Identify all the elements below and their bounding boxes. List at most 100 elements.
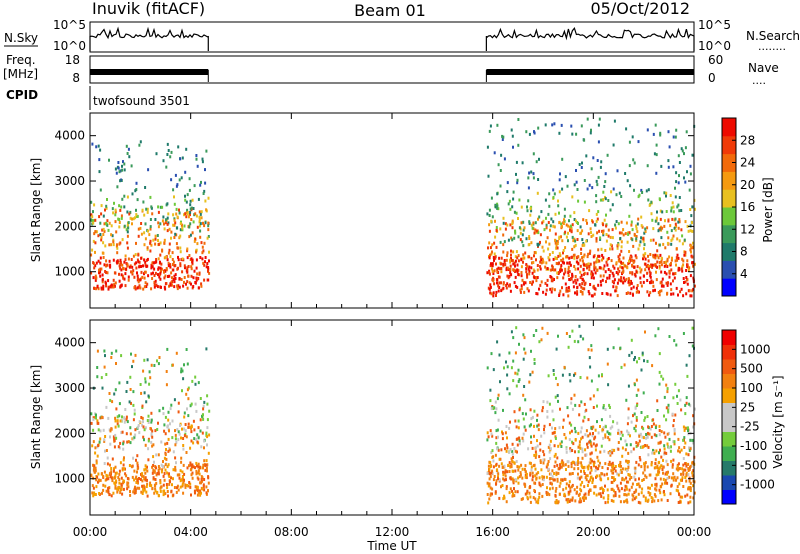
- power-cell-289: [198, 224, 201, 228]
- power-cell-736: [663, 270, 666, 274]
- power-cell-1143: [511, 134, 514, 138]
- power-cell-1933: [519, 238, 522, 242]
- velocity-cell-259: [129, 388, 132, 391]
- power-cell-1542: [502, 135, 505, 139]
- velocity-cell-1920: [510, 457, 513, 461]
- velocity-cell-1668: [509, 448, 512, 452]
- velocity-cell-837: [579, 483, 582, 487]
- velocity-cell-1468: [599, 461, 601, 465]
- velocity-cell-745: [689, 495, 692, 499]
- velocity-cell-1860: [517, 419, 520, 423]
- power-cell-1937: [522, 244, 525, 248]
- velocity-cell-447: [190, 425, 193, 429]
- velocity-cell-1551: [638, 484, 641, 488]
- velocity-cell-1631: [549, 447, 552, 451]
- power-cell-413: [120, 216, 123, 220]
- velocity-cell-213: [137, 481, 139, 485]
- power-cell-190: [123, 194, 126, 198]
- power-cell-1940: [566, 289, 569, 293]
- power-cell-1140: [677, 203, 680, 207]
- power-cell-1318: [522, 253, 525, 257]
- velocity-cell-1754: [529, 495, 532, 499]
- power-cell-1963: [678, 196, 681, 199]
- power-cell-1011: [672, 165, 675, 169]
- power-cell-1006: [691, 255, 694, 259]
- velocity-cell-642: [95, 413, 97, 417]
- power-cell-1148: [556, 240, 559, 243]
- power-cell-1387: [630, 223, 633, 227]
- velocity-cell-80: [129, 426, 132, 430]
- power-cell-1398: [542, 249, 545, 253]
- power-cell-648: [166, 258, 169, 262]
- power-cell-654: [92, 221, 95, 225]
- power-cell-1495: [509, 271, 512, 275]
- power-cell-1927: [572, 280, 575, 284]
- velocity-cell-765: [678, 446, 681, 450]
- velocity-cell-1153: [505, 485, 508, 489]
- velocity-cell-636: [133, 488, 136, 492]
- velocity-cell-1109: [537, 498, 540, 502]
- power-cell-159: [166, 202, 169, 206]
- power-cell-180: [131, 265, 134, 269]
- power-cell-1746: [658, 261, 661, 264]
- power-cell-442: [186, 286, 189, 290]
- power-cell-422: [147, 274, 150, 278]
- power-cell-889: [539, 260, 542, 264]
- velocity-cell-43: [189, 482, 192, 486]
- power-cell-649: [174, 232, 177, 236]
- power-cell-22: [157, 273, 159, 277]
- power-cell-1576: [693, 262, 696, 266]
- power-cell-710: [579, 225, 582, 229]
- power-cell-1280: [544, 265, 547, 269]
- power-cell-1325: [656, 210, 658, 214]
- velocity-cell-1530: [553, 472, 556, 475]
- power-cell-1798: [599, 274, 602, 278]
- velocity-cell-1368: [508, 470, 511, 473]
- power-cell-658: [166, 216, 169, 220]
- power-cell-1249: [602, 233, 605, 237]
- velocity-cell-1861: [577, 467, 580, 471]
- power-cell-700: [540, 280, 543, 284]
- power-cell-375: [175, 207, 178, 211]
- power-cell-24: [207, 235, 210, 238]
- velocity-cell-528: [118, 414, 121, 418]
- power-cell-642: [167, 264, 170, 268]
- power-cell-545: [185, 215, 188, 219]
- velocity-cell-1315: [546, 331, 549, 335]
- power-cell-1184: [497, 163, 500, 167]
- power-cell-1609: [504, 227, 507, 231]
- velocity-cell-1753: [678, 500, 681, 504]
- velocity-cell-840: [553, 431, 556, 435]
- velocity-cell-317: [140, 490, 143, 494]
- power-cell-883: [666, 283, 669, 287]
- power-cell-1151: [566, 261, 569, 265]
- velocity-cell-655: [90, 474, 93, 478]
- power-cell-1693: [682, 259, 685, 263]
- power-cell-1731: [596, 231, 599, 235]
- power-cell-1414: [595, 212, 598, 216]
- velocity-cell-1665: [546, 462, 549, 466]
- velocity-cell-1639: [598, 474, 601, 478]
- power-cell-506: [123, 162, 126, 166]
- velocity-cell-1346: [503, 494, 506, 498]
- velocity-cell-854: [585, 474, 588, 478]
- power-cell-232: [94, 278, 97, 282]
- power-cell-543: [145, 265, 148, 268]
- power-cell-1737: [665, 191, 668, 195]
- velocity-cell-976: [596, 455, 599, 459]
- velocity-cell-1448: [688, 468, 691, 471]
- velocity-cell-1727: [489, 486, 492, 490]
- power-cell-1512: [564, 246, 567, 250]
- power-cell-248: [181, 228, 184, 232]
- velocity-cell-868: [663, 395, 666, 399]
- velocity-cell-1049: [580, 400, 583, 404]
- power-cell-152: [132, 254, 135, 258]
- velocity-cell-1174: [516, 465, 519, 469]
- power-cell-1273: [579, 258, 582, 262]
- power-cell-910: [620, 240, 623, 244]
- power-cell-1545: [641, 191, 644, 194]
- power-cell-734: [504, 222, 507, 226]
- power-cell-813: [558, 292, 561, 296]
- velocity-cell-768: [613, 448, 616, 452]
- power-cell-1256: [609, 243, 612, 247]
